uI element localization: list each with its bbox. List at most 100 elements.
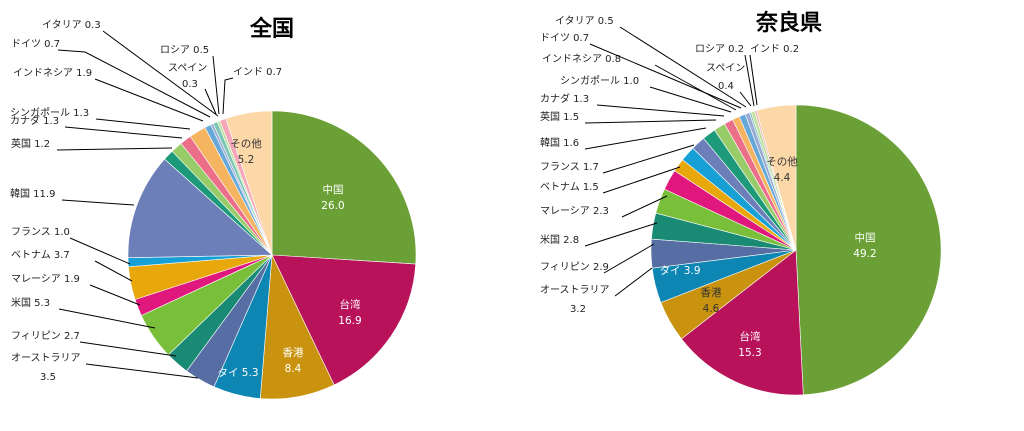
slice-label: インド 0.7 <box>233 67 282 78</box>
leader-line <box>749 54 758 106</box>
slice-label: カナダ 1.3 <box>540 92 589 105</box>
slice-label: タイ 5.3 <box>217 367 258 379</box>
slice-label-value: 5.2 <box>238 154 255 166</box>
slice-label: シンガポール 1.3 <box>10 107 89 119</box>
leader-line <box>58 308 156 329</box>
slice-label-value: 16.9 <box>338 315 361 327</box>
leader-line <box>204 88 217 115</box>
slice-label: ロシア 0.5 <box>160 45 209 56</box>
leader-line <box>654 64 737 111</box>
leader-line <box>222 77 234 115</box>
leader-line <box>744 54 755 107</box>
pie-slice-21 <box>225 110 273 256</box>
pie-slices <box>127 110 417 400</box>
slice-label-name: 中国 <box>855 231 876 244</box>
leader-line <box>102 30 219 117</box>
slice-label-name: 香港 <box>701 287 722 299</box>
leader-line <box>619 26 747 108</box>
leader-line <box>61 199 135 206</box>
leader-line <box>79 341 177 357</box>
slice-label-name: 香港 <box>283 347 304 359</box>
leader-line <box>602 144 695 174</box>
slice-label: インド 0.2 <box>750 44 799 55</box>
pie-slice-2 <box>271 254 417 386</box>
leader-line <box>739 91 752 107</box>
slice-label-name: オーストラリア <box>540 284 610 296</box>
leader-line <box>94 260 133 282</box>
slice-label: 英国 1.2 <box>11 137 50 150</box>
slice-label: インドネシア 1.9 <box>13 67 92 79</box>
leader-line <box>584 127 707 150</box>
slice-label-value: 4.4 <box>774 172 791 184</box>
slice-label: イタリア 0.3 <box>42 19 101 31</box>
leader-line <box>621 195 668 218</box>
leader-line <box>89 284 141 306</box>
slice-label: 韓国 11.9 <box>10 188 55 200</box>
slice-label-name: 台湾 <box>740 330 761 343</box>
leader-line <box>94 78 204 122</box>
slice-label: 英国 1.5 <box>540 110 579 123</box>
slice-label: 米国 5.3 <box>11 296 50 309</box>
slice-label: マレーシア 2.3 <box>540 206 609 217</box>
slice-label-value: 49.2 <box>853 248 876 260</box>
slice-label-name: その他 <box>230 137 262 150</box>
slice-label: フィリピン 2.9 <box>540 261 609 273</box>
chart-title: 全国 <box>249 16 294 42</box>
leader-line <box>614 267 653 297</box>
slice-label: ロシア 0.2 <box>695 44 744 55</box>
pie-slice-2 <box>681 249 804 396</box>
slice-label-value: 0.3 <box>182 79 198 90</box>
slice-label: ドイツ 0.7 <box>540 33 589 44</box>
slice-label: ベトナム 3.7 <box>11 249 70 261</box>
leader-line <box>596 104 725 117</box>
leader-line <box>95 118 191 130</box>
pie-slice-1 <box>795 104 942 396</box>
slice-label: カナダ 1.3 <box>10 114 59 127</box>
slice-label-value: 15.3 <box>738 347 761 359</box>
slice-label-name: スペイン <box>168 63 207 74</box>
slice-label-name: 中国 <box>323 183 344 196</box>
pie-slice-21 <box>756 104 797 251</box>
pie-slices <box>650 104 942 396</box>
slice-label: イタリア 0.5 <box>555 15 614 27</box>
slice-labels: オーストラリア 3.2 フィリピン 2.9 米国 2.8 マレーシア 2.3 ベトナム 1… <box>540 15 877 359</box>
pie-slice-1 <box>271 110 417 265</box>
slice-label-value: 3.2 <box>570 304 586 315</box>
slice-label: フランス 1.7 <box>540 161 599 173</box>
slice-label-value: 0.4 <box>718 81 734 92</box>
leader-line <box>69 237 131 265</box>
slice-label-name: スペイン <box>706 63 745 74</box>
slice-label: ドイツ 0.7 <box>11 39 60 50</box>
leader-line <box>589 43 742 109</box>
slice-label-name: その他 <box>766 155 798 168</box>
slice-label: インドネシア 0.8 <box>542 53 621 65</box>
slice-label-value: 26.0 <box>321 200 344 212</box>
slice-label-name: 台湾 <box>340 298 361 311</box>
slice-label-value: 4.6 <box>703 303 720 315</box>
slice-label: フランス 1.0 <box>11 226 70 238</box>
slice-label-name: オーストラリア <box>11 352 81 364</box>
slice-label: ベトナム 1.5 <box>540 181 599 193</box>
leader-line <box>602 166 681 194</box>
leader-line <box>57 49 211 118</box>
slice-labels: オーストラリア 3.5 フィリピン 2.7 米国 5.3 マレーシア 1.9 ベトナム 3… <box>10 19 362 383</box>
slice-label: シンガポール 1.0 <box>560 75 639 87</box>
slice-label: フィリピン 2.7 <box>11 330 80 342</box>
leader-line <box>56 147 173 151</box>
leader-line <box>584 222 658 247</box>
slice-label-value: 3.5 <box>40 372 56 383</box>
leader-line <box>64 126 183 139</box>
leader-line <box>85 363 199 379</box>
slice-label-value: 8.4 <box>285 363 302 375</box>
slice-label: タイ 3.9 <box>659 265 700 277</box>
slice-label: 韓国 1.6 <box>540 137 579 149</box>
slice-label: 米国 2.8 <box>540 233 579 246</box>
pie-slice-11 <box>127 158 273 259</box>
leader-line <box>603 243 655 274</box>
leader-line <box>584 119 717 124</box>
chart-title: 奈良県 <box>755 10 822 36</box>
leader-line <box>212 55 220 115</box>
